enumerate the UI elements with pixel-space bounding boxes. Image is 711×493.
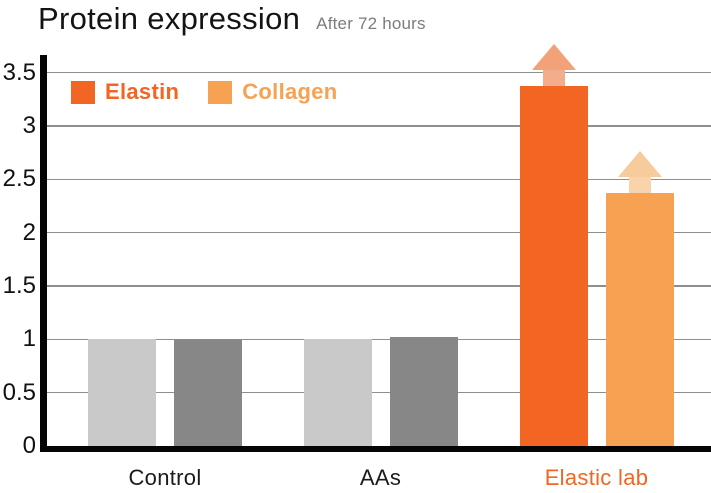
y-tick-label-0: 0 (22, 432, 36, 459)
gridline-3.5 (47, 71, 711, 74)
arrow-stem (542, 70, 565, 92)
gridline-1 (47, 338, 711, 341)
y-tick-label-0.5: 0.5 (2, 378, 36, 406)
gridline-1.5 (47, 285, 711, 287)
legend-label-elastin: Elastin (105, 79, 180, 104)
up-arrow-collagen (617, 151, 662, 199)
y-axis-line (40, 55, 47, 452)
category-label-elastic-lab: Elastic lab (544, 465, 649, 490)
legend-label-collagen: Collagen (242, 79, 338, 104)
y-tick-label-1.5: 1.5 (2, 271, 36, 299)
arrow-stem (628, 177, 651, 199)
chart-subtitle: After 72 hours (316, 14, 426, 33)
bar-control-elastin (88, 339, 156, 446)
up-arrow-elastin (531, 44, 576, 92)
bar-control-collagen (174, 339, 242, 446)
gridline-0.5 (47, 391, 711, 394)
category-label-control: Control (128, 465, 202, 490)
legend-swatch-collagen (208, 80, 233, 104)
category-label-aas: AAs (359, 465, 402, 490)
gridline-2 (47, 231, 711, 234)
y-tick-label-2: 2 (22, 218, 36, 246)
bar-aas-collagen (389, 337, 458, 446)
y-tick-label-3: 3 (22, 111, 36, 139)
arrow-head-icon (531, 44, 576, 71)
bar-elastic-lab-collagen (605, 193, 674, 446)
legend: Elastin Collagen (71, 79, 338, 105)
arrow-head-icon (617, 151, 662, 178)
y-tick-label-3.5: 3.5 (2, 58, 36, 86)
gridline-2.5 (47, 178, 711, 180)
bar-elastic-lab-elastin (519, 86, 588, 446)
bar-aas-elastin (303, 339, 372, 446)
y-tick-label-2.5: 2.5 (2, 165, 36, 193)
legend-swatch-elastin (71, 80, 95, 104)
chart-title: Protein expression (38, 1, 301, 36)
chart-header: Protein expression After 72 hours (38, 0, 426, 38)
gridline-3 (47, 125, 711, 127)
y-tick-label-1: 1 (22, 325, 36, 353)
x-axis-line (40, 446, 711, 452)
